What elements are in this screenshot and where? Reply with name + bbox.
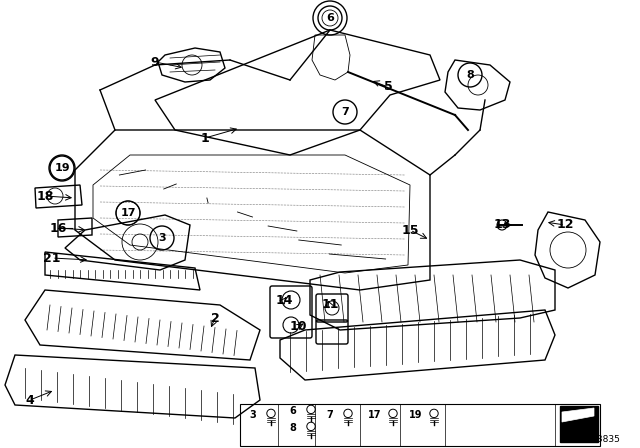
Text: 7: 7 xyxy=(341,107,349,117)
Text: 16: 16 xyxy=(49,221,67,234)
Text: 17: 17 xyxy=(120,208,136,218)
Text: 6: 6 xyxy=(326,13,334,23)
Text: 11: 11 xyxy=(321,298,339,311)
Text: 9: 9 xyxy=(150,56,159,69)
Bar xyxy=(240,404,600,446)
Text: 21: 21 xyxy=(44,251,61,264)
Text: 3: 3 xyxy=(158,233,166,243)
Polygon shape xyxy=(562,408,594,422)
Text: 6: 6 xyxy=(290,406,296,416)
Text: 12: 12 xyxy=(556,219,573,232)
Bar xyxy=(560,406,598,442)
Text: 1: 1 xyxy=(200,132,209,145)
Text: 00143835: 00143835 xyxy=(574,435,620,444)
Text: 4: 4 xyxy=(26,393,35,406)
Text: 5: 5 xyxy=(383,81,392,94)
Text: 15: 15 xyxy=(401,224,419,237)
Text: 19: 19 xyxy=(409,410,423,420)
Text: 19: 19 xyxy=(54,163,70,173)
Text: 8: 8 xyxy=(289,423,296,433)
Text: 18: 18 xyxy=(36,190,54,202)
Text: 8: 8 xyxy=(466,70,474,80)
Text: 3: 3 xyxy=(250,410,257,420)
Text: 13: 13 xyxy=(493,219,511,232)
Text: 17: 17 xyxy=(368,410,381,420)
Text: 2: 2 xyxy=(211,311,220,324)
Text: 7: 7 xyxy=(326,410,333,420)
Text: 10: 10 xyxy=(289,320,307,333)
Text: 14: 14 xyxy=(275,293,292,306)
